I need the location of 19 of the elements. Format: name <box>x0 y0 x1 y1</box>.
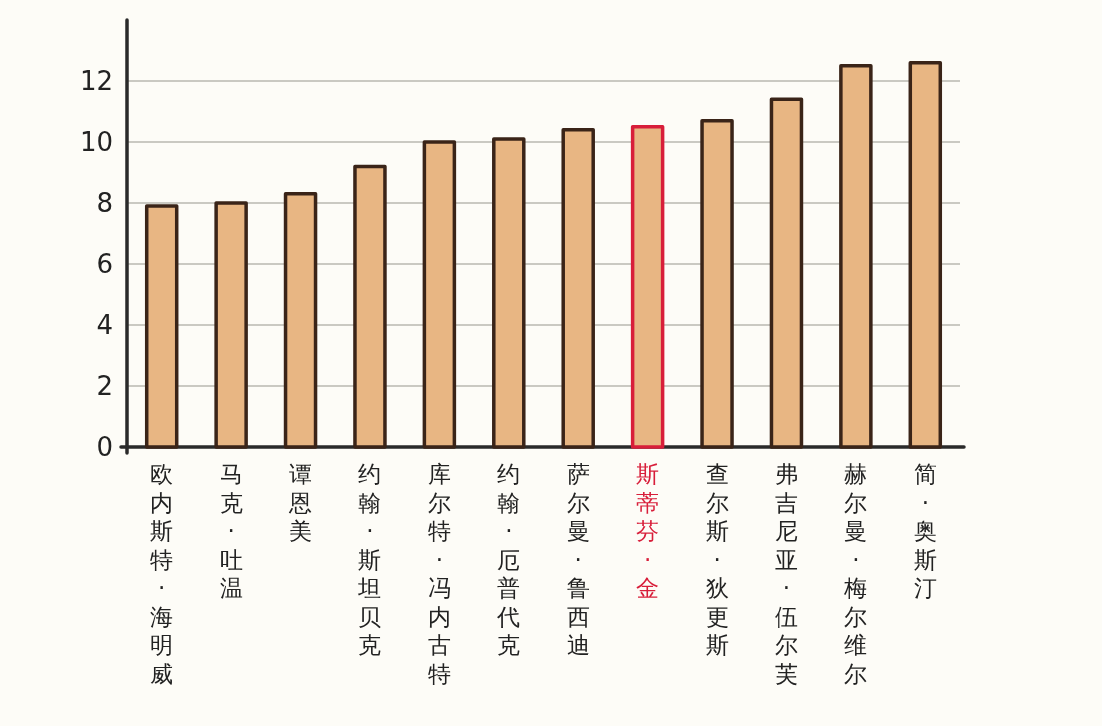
y-tick-label: 8 <box>96 188 113 218</box>
x-tick-label: 弗吉尼亚·伍尔芙 <box>774 461 798 687</box>
y-tick-label: 2 <box>96 371 113 401</box>
x-tick-label: 马克·吐温 <box>219 461 243 601</box>
x-tick-label: 约翰·斯坦贝克 <box>357 461 382 658</box>
y-tick-label: 12 <box>79 66 113 96</box>
x-tick-label: 斯蒂芬·金 <box>636 461 660 601</box>
x-tick-label: 库尔特·冯内古特 <box>427 461 451 687</box>
x-tick-label: 约翰·厄普代克 <box>496 461 521 658</box>
x-tick-label: 赫尔曼·梅尔维尔 <box>843 461 868 687</box>
y-tick-label: 10 <box>79 127 113 157</box>
x-tick-label: 查尔斯·狄更斯 <box>705 461 729 658</box>
x-tick-label: 谭恩美 <box>288 461 313 544</box>
x-tick-label: 欧内斯特·海明威 <box>150 461 174 687</box>
y-tick-label: 0 <box>96 432 113 462</box>
y-tick-label: 4 <box>96 310 113 340</box>
x-tick-label: 萨尔曼·鲁西迪 <box>566 461 590 658</box>
x-tick-label: 简·奥斯汀 <box>913 461 937 601</box>
y-tick-label: 6 <box>96 249 113 279</box>
